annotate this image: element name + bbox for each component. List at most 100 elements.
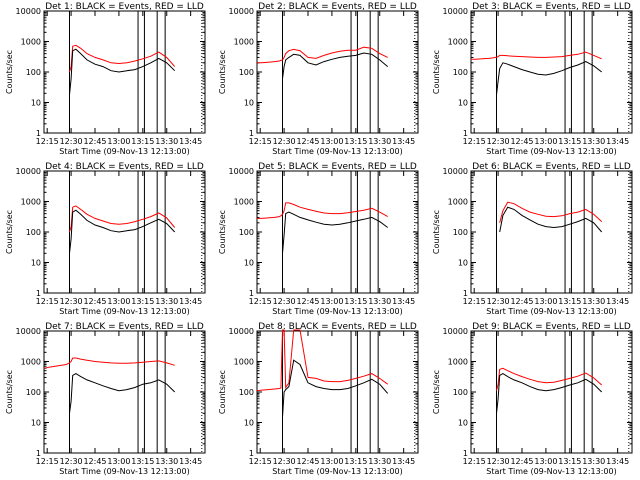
detector-panel-6: Det 6: BLACK = Events, RED = LLD 1 10 100 10…: [432, 162, 633, 316]
x-axis-label: Start Time (09-Nov-13 12:13:00): [486, 307, 616, 316]
y-tick-label: 10: [31, 99, 41, 108]
x-tick-label: 12:15: [249, 137, 272, 146]
x-tick-label: 13:30: [582, 297, 605, 306]
x-tick-label: 13:15: [558, 297, 581, 306]
lld-series-line: [256, 329, 388, 392]
x-tick-label: 13:45: [606, 457, 629, 466]
plot-frame: [256, 10, 419, 134]
y-tick-label: 1000: [448, 358, 468, 367]
panel-title: Det 2: BLACK = Events, RED = LLD: [258, 2, 417, 12]
detector-panel-3: Det 3: BLACK = Events, RED = LLD 1 10 100 10…: [432, 2, 633, 156]
lld-series-line: [69, 205, 176, 233]
y-tick-label: 100: [239, 388, 254, 397]
x-tick-label: 12:15: [36, 137, 59, 146]
y-tick-label: 1: [249, 449, 254, 458]
y-axis-label: Counts/sec: [218, 50, 227, 94]
x-tick-label: 13:45: [392, 137, 415, 146]
x-tick-label: 12:15: [249, 457, 272, 466]
y-tick-label: 10000: [16, 167, 41, 176]
panel-title: Det 3: BLACK = Events, RED = LLD: [472, 2, 631, 12]
plot-frame: [256, 330, 419, 454]
y-tick-label: 10: [244, 99, 254, 108]
x-tick-label: 12:45: [510, 297, 533, 306]
events-series-line: [496, 373, 603, 414]
plot-frame: [43, 10, 206, 134]
panel-title: Det 4: BLACK = Events, RED = LLD: [45, 162, 204, 172]
y-tick-label: 100: [26, 228, 41, 237]
y-tick-label: 10: [458, 259, 468, 268]
x-tick-label: 13:45: [392, 297, 415, 306]
events-series-line: [282, 359, 389, 418]
x-tick-label: 13:45: [179, 297, 202, 306]
y-tick-label: 10000: [16, 7, 41, 16]
y-tick-label: 1: [463, 449, 468, 458]
y-tick-label: 1: [463, 129, 468, 138]
panel-title: Det 1: BLACK = Events, RED = LLD: [45, 2, 204, 12]
x-tick-label: 12:30: [273, 137, 296, 146]
x-axis-label: Start Time (09-Nov-13 12:13:00): [486, 147, 616, 156]
y-tick-label: 10: [31, 419, 41, 428]
lld-series-line: [499, 201, 603, 223]
y-tick-label: 10000: [229, 167, 254, 176]
x-tick-label: 13:00: [320, 137, 343, 146]
y-tick-label: 1000: [234, 358, 254, 367]
x-tick-label: 12:45: [83, 297, 106, 306]
panel-title: Det 6: BLACK = Events, RED = LLD: [472, 162, 631, 172]
y-axis-label: Counts/sec: [5, 50, 14, 94]
y-tick-label: 10000: [443, 327, 468, 336]
x-axis-label: Start Time (09-Nov-13 12:13:00): [486, 467, 616, 476]
x-tick-label: 13:30: [582, 457, 605, 466]
x-tick-label: 12:45: [510, 137, 533, 146]
events-series-line: [69, 48, 176, 95]
x-tick-label: 12:30: [60, 137, 83, 146]
y-tick-label: 10000: [443, 7, 468, 16]
x-tick-label: 12:30: [487, 457, 510, 466]
detector-panel-4: Det 4: BLACK = Events, RED = LLD 1 10 100 10…: [5, 162, 206, 316]
events-series-line: [496, 61, 603, 95]
x-tick-label: 12:30: [273, 457, 296, 466]
plot-frame: [470, 10, 633, 134]
y-tick-label: 1000: [448, 38, 468, 47]
y-tick-label: 1000: [21, 358, 41, 367]
x-tick-label: 12:15: [36, 457, 59, 466]
x-tick-label: 12:30: [60, 297, 83, 306]
x-tick-label: 13:00: [320, 457, 343, 466]
y-tick-label: 100: [239, 228, 254, 237]
panel-title: Det 7: BLACK = Events, RED = LLD: [45, 322, 204, 332]
x-tick-label: 13:15: [558, 137, 581, 146]
lld-series-line: [257, 46, 388, 64]
detector-panel-2: Det 2: BLACK = Events, RED = LLD 1 10 100 10…: [218, 2, 419, 156]
x-tick-label: 12:45: [510, 457, 533, 466]
x-tick-label: 12:45: [296, 297, 319, 306]
plot-frame: [256, 170, 419, 294]
y-tick-label: 100: [453, 228, 468, 237]
y-tick-label: 1: [36, 449, 41, 458]
x-tick-label: 13:00: [534, 457, 557, 466]
events-series-line: [282, 52, 389, 79]
x-axis-label: Start Time (09-Nov-13 12:13:00): [59, 147, 189, 156]
y-tick-label: 100: [26, 68, 41, 77]
x-tick-label: 13:45: [606, 297, 629, 306]
x-tick-label: 13:15: [344, 297, 367, 306]
y-tick-label: 100: [453, 388, 468, 397]
events-series-line: [69, 373, 176, 414]
y-axis-label: Counts/sec: [218, 210, 227, 254]
x-tick-label: 13:30: [582, 137, 605, 146]
x-tick-label: 12:45: [83, 457, 106, 466]
x-tick-label: 13:15: [558, 457, 581, 466]
y-tick-label: 10: [244, 259, 254, 268]
x-tick-label: 13:45: [392, 457, 415, 466]
y-tick-label: 1000: [448, 198, 468, 207]
x-tick-label: 13:15: [344, 137, 367, 146]
x-tick-label: 12:15: [463, 457, 486, 466]
lld-series-line: [471, 51, 602, 60]
y-tick-label: 10: [244, 419, 254, 428]
y-tick-label: 1000: [21, 198, 41, 207]
y-tick-label: 1: [36, 289, 41, 298]
x-tick-label: 13:00: [534, 297, 557, 306]
x-tick-label: 12:30: [487, 297, 510, 306]
x-tick-label: 13:45: [179, 457, 202, 466]
x-tick-label: 13:15: [344, 457, 367, 466]
x-tick-label: 13:45: [606, 137, 629, 146]
